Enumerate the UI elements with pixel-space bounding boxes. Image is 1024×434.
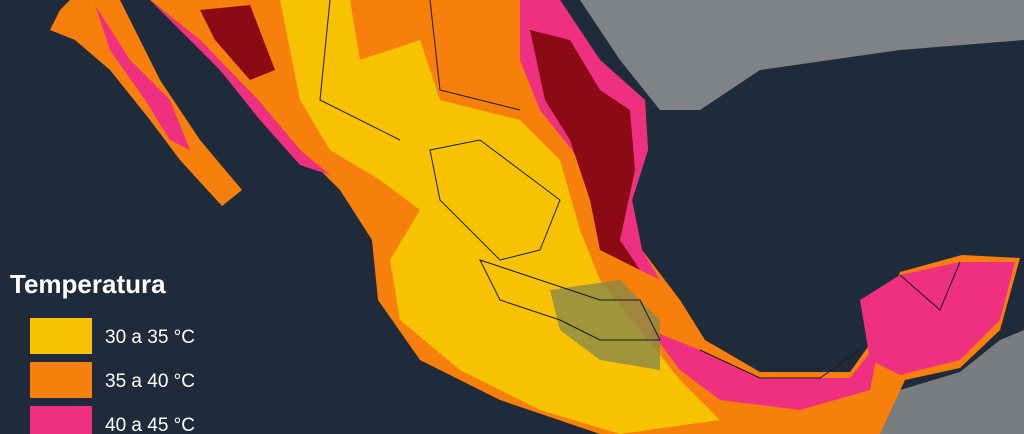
south-hot (650, 330, 880, 410)
legend: Temperatura 30 a 35 °C 35 a 40 °C 40 a 45 … (10, 269, 195, 434)
west-coast-hot (150, 0, 330, 175)
legend-title: Temperatura (10, 269, 166, 299)
legend-label: 40 a 45 °C (105, 415, 195, 434)
legend-label: 30 a 35 °C (105, 327, 195, 348)
mexico (50, 0, 1020, 434)
baja-hot-zone (95, 5, 190, 150)
legend-swatch (30, 318, 92, 354)
sonora-extreme (200, 5, 275, 80)
legend-swatch (30, 406, 92, 434)
state-borders (319, 0, 961, 379)
central-america-land (880, 330, 1024, 434)
legend-swatch (30, 362, 92, 398)
extreme-hot (530, 30, 640, 270)
yucatan-hot (860, 262, 1015, 375)
highland-cool (550, 280, 660, 370)
baja-california (50, 0, 242, 206)
united-states-land (540, 0, 1024, 110)
legend-label: 35 a 40 °C (105, 371, 195, 392)
